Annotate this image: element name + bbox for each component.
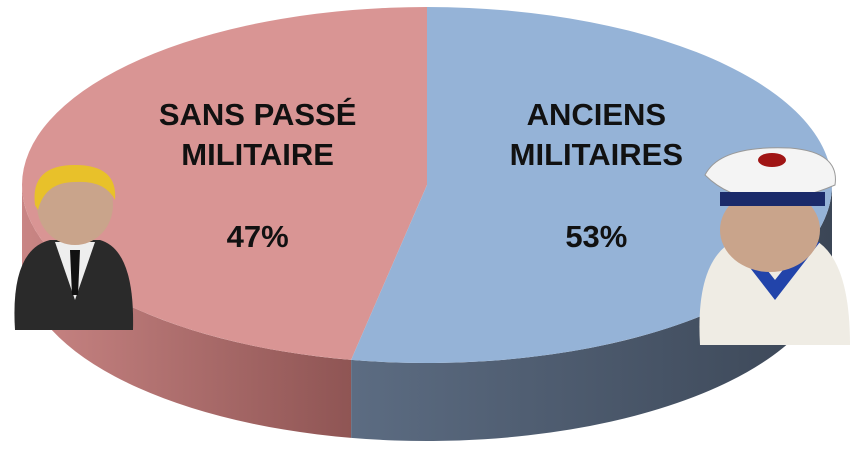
category-label: ANCIENS MILITAIRES <box>466 95 726 175</box>
value-label: 53% <box>466 217 726 257</box>
value-label: 47% <box>128 217 388 257</box>
category-label: SANS PASSÉ MILITAIRE <box>128 95 388 175</box>
page: SANS PASSÉ MILITAIRE 47% ANCIENS MILITAI… <box>0 0 854 453</box>
